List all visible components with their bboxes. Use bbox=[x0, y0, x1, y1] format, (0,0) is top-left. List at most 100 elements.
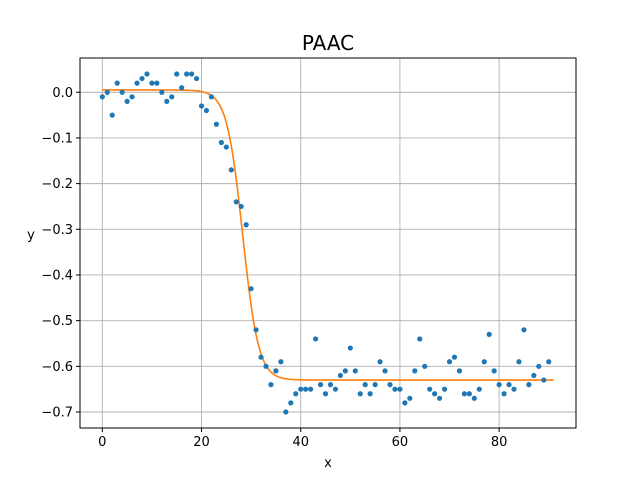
data-point bbox=[446, 359, 453, 365]
data-point bbox=[476, 386, 482, 392]
data-point bbox=[164, 98, 170, 104]
x-tick-label: 80 bbox=[491, 435, 508, 450]
data-point bbox=[432, 391, 438, 397]
data-point bbox=[243, 222, 249, 228]
data-point bbox=[451, 354, 458, 360]
data-point bbox=[456, 368, 463, 374]
data-point bbox=[129, 94, 135, 100]
data-point bbox=[372, 382, 378, 388]
data-point bbox=[501, 391, 507, 397]
data-point bbox=[511, 386, 517, 392]
data-point bbox=[313, 336, 319, 342]
data-point bbox=[174, 71, 180, 77]
data-point bbox=[233, 199, 239, 205]
y-tick-label: −0.2 bbox=[41, 177, 73, 192]
data-point bbox=[268, 382, 274, 388]
data-point bbox=[496, 382, 502, 388]
x-tick-label: 20 bbox=[193, 435, 210, 450]
chart-title: PAAC bbox=[302, 31, 354, 55]
y-tick-label: −0.6 bbox=[41, 360, 73, 375]
data-point bbox=[154, 80, 160, 86]
data-point bbox=[258, 354, 264, 360]
data-point bbox=[283, 409, 289, 415]
y-tick-label: −0.7 bbox=[41, 406, 73, 421]
data-point bbox=[327, 382, 334, 388]
data-point bbox=[193, 75, 200, 82]
data-point bbox=[407, 395, 413, 401]
data-point bbox=[471, 395, 477, 401]
data-point bbox=[124, 98, 130, 104]
data-point bbox=[491, 368, 497, 374]
data-point bbox=[521, 327, 527, 333]
data-point bbox=[322, 391, 329, 397]
data-point bbox=[516, 359, 522, 365]
data-point bbox=[461, 391, 467, 397]
data-point bbox=[218, 139, 224, 146]
data-point bbox=[531, 372, 537, 379]
y-axis: 0.0 −0.1 −0.2 −0.3 −0.4 −0.5 −0.6 −0.7 bbox=[41, 86, 80, 421]
data-point bbox=[382, 368, 388, 374]
data-point bbox=[293, 391, 299, 397]
data-point bbox=[99, 94, 105, 100]
x-tick-label: 60 bbox=[392, 435, 409, 450]
grid bbox=[80, 58, 576, 428]
data-point bbox=[367, 391, 373, 397]
data-point bbox=[337, 372, 343, 379]
data-point bbox=[506, 382, 512, 388]
data-point bbox=[288, 400, 294, 406]
fit-line-series bbox=[102, 89, 554, 381]
x-tick-label: 0 bbox=[98, 435, 106, 450]
data-point bbox=[179, 85, 185, 91]
data-point bbox=[481, 359, 487, 365]
axes-frame bbox=[79, 57, 577, 429]
x-axis-label: x bbox=[324, 456, 332, 471]
x-axis: 0 20 40 60 80 bbox=[98, 428, 507, 450]
y-axis-label: y bbox=[27, 228, 35, 243]
data-point bbox=[119, 89, 125, 95]
data-point bbox=[104, 89, 110, 95]
data-point bbox=[377, 359, 383, 365]
data-point bbox=[342, 368, 348, 374]
data-point bbox=[213, 121, 219, 127]
data-point bbox=[308, 386, 314, 392]
data-point bbox=[114, 80, 120, 86]
data-point bbox=[303, 386, 309, 392]
data-point bbox=[223, 144, 229, 150]
data-point bbox=[238, 203, 244, 210]
data-point bbox=[273, 368, 279, 374]
data-point bbox=[198, 103, 205, 109]
data-point bbox=[466, 391, 472, 397]
y-tick-label: −0.3 bbox=[41, 223, 73, 238]
data-point bbox=[357, 391, 363, 397]
data-point bbox=[541, 377, 547, 383]
data-point bbox=[263, 363, 269, 369]
scatter-series bbox=[99, 71, 552, 415]
data-point bbox=[536, 363, 542, 369]
data-point bbox=[149, 80, 155, 86]
data-point bbox=[159, 89, 165, 95]
y-tick-label: −0.1 bbox=[41, 131, 73, 146]
data-point bbox=[417, 336, 423, 342]
y-tick-label: 0.0 bbox=[52, 86, 73, 101]
data-point bbox=[332, 386, 339, 392]
data-point bbox=[317, 382, 324, 388]
data-point bbox=[248, 286, 254, 292]
data-point bbox=[347, 345, 353, 351]
data-point bbox=[526, 382, 532, 388]
x-tick-label: 40 bbox=[292, 435, 309, 450]
data-point bbox=[169, 94, 175, 100]
data-point bbox=[387, 382, 393, 388]
y-tick-label: −0.5 bbox=[41, 314, 73, 329]
data-point bbox=[397, 386, 403, 392]
data-point bbox=[278, 359, 284, 365]
data-point bbox=[189, 71, 195, 77]
data-point bbox=[109, 112, 115, 118]
data-point bbox=[208, 94, 215, 100]
data-point bbox=[546, 359, 552, 365]
data-point bbox=[362, 382, 368, 388]
data-point bbox=[402, 400, 408, 406]
data-point bbox=[139, 75, 145, 82]
data-point bbox=[134, 80, 140, 86]
plot-area bbox=[80, 58, 576, 428]
